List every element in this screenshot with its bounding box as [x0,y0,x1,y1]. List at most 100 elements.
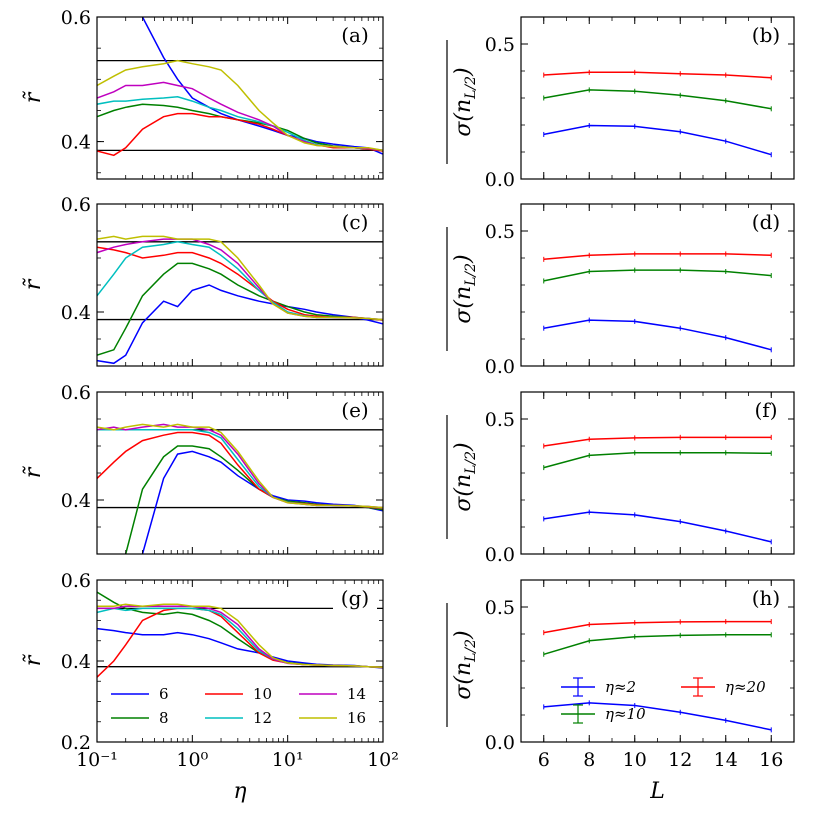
panel-label: (h) [752,586,781,610]
x-axis-label: η [233,779,246,804]
series-line-14 [97,423,383,509]
y-tick-label: 0.4 [61,651,91,673]
legend-label-14: 14 [347,685,366,703]
y-tick-label: 0.0 [485,169,515,191]
axes-frame [96,16,384,180]
panel-label: (b) [752,23,780,47]
panel-label-bg [333,23,377,47]
series-line-12 [97,241,383,321]
y-axis-label: σ(nL/2) [451,442,479,511]
y-tick-label: 0.6 [61,7,91,29]
panel-label-bg [333,210,377,234]
y-tick-label: 0.5 [485,597,515,619]
series-line-6 [97,284,383,365]
panel-d: 0.0 0.5 (d) σ(nL/2) [446,203,795,378]
series-line-6 [141,17,383,155]
panel-b: 0.0 0.5 (b) σ(nL/2) [446,16,795,191]
panel-label-bg [333,586,377,610]
panel-h: 0.0 0.5 6 8 10 12 14 16 (h) σ(nL/2) Lη≈2 η≈20 η≈10 [446,579,795,804]
panel-label-bg [744,586,788,610]
y-axis-label: σ(nL/2) [451,254,479,323]
series-line-12 [97,607,383,668]
y-tick-label: 0.5 [485,221,515,243]
panel-a: 0.4 0.6 (a) r̃ [21,7,384,180]
x-tick-label: 10² [367,749,399,771]
x-tick-label: 8 [583,749,595,771]
series-line-16 [97,235,383,321]
x-tick-label: 16 [759,749,783,771]
x-tick-label: 12 [668,749,692,771]
panel-e: 0.4 0.6 (e) r̃ [21,382,384,555]
y-label-tail: ) [451,254,476,264]
y-axis-label: r̃ [21,465,46,478]
y-axis-label: σ(nL/2) [451,67,479,136]
legend-label-8: 8 [159,709,169,727]
panel-label-bg [744,398,788,422]
legend: 6 8 10 12 14 16 [111,685,366,727]
series-line-η≈20 [543,71,772,79]
y-label-main: σ(n [451,286,476,324]
series-line-6 [141,450,383,554]
legend-label: η≈20 [725,678,766,696]
y-label-subscript: L/2 [463,639,479,663]
x-tick-label: 10 [623,749,647,771]
series-line-η≈2 [543,702,772,731]
panel-label-bg [744,23,788,47]
y-label-subscript: L/2 [463,76,479,100]
x-tick-label: 10¹ [272,749,304,771]
panel-label-bg [744,210,788,234]
panel-c: 0.4 0.6 (c) r̃ [21,194,384,367]
series-line-10 [97,112,383,157]
x-tick-label: 10⁰ [176,749,208,771]
y-tick-label: 0.6 [61,382,91,404]
y-tick-label: 0.0 [485,732,515,754]
series-line-η≈10 [543,89,772,110]
legend-label: η≈10 [605,705,646,723]
series-line-η≈2 [543,511,772,543]
y-tick-label: 0.6 [61,194,91,216]
series-line-10 [97,246,383,321]
legend: η≈2 η≈20 η≈10 [561,677,766,724]
panel-label: (d) [752,210,780,234]
legend-label-12: 12 [253,709,272,727]
x-tick-label: 10⁻¹ [76,749,118,771]
series-line-8 [124,445,383,554]
panel-g: 0.2 0.4 0.6 10⁻¹ 10⁰ 10¹ 10² (g) r̃ η 6 8 10 12 14 16 [21,570,399,804]
y-tick-label: 0.0 [485,544,515,566]
y-label-main: σ(n [451,474,476,512]
panel-f: 0.0 0.5 (f) σ(nL/2) [446,391,795,566]
x-tick-label: 6 [538,749,550,771]
panel-label: (c) [342,210,369,234]
y-tick-label: 0.5 [485,409,515,431]
y-tick-label: 0.2 [61,732,91,754]
panel-label: (e) [341,398,368,422]
y-label-main: σ(n [451,99,476,137]
panel-label: (f) [754,398,777,422]
y-label-subscript: L/2 [463,263,479,287]
y-axis-label: σ(nL/2) [451,630,479,699]
y-tick-label: 0.6 [61,570,91,592]
series-line-14 [97,238,383,321]
y-label-tail: ) [451,630,476,640]
series-line-η≈2 [543,124,772,156]
series-line-η≈10 [543,452,772,469]
y-axis-label: r̃ [21,90,46,103]
y-label-tail: ) [451,67,476,77]
y-label-subscript: L/2 [463,451,479,475]
y-label-main: σ(n [451,662,476,700]
series-line-η≈10 [543,634,772,656]
y-tick-label: 0.4 [61,132,91,154]
panel-label: (g) [341,586,369,610]
series-line-8 [97,262,383,356]
series-line-16 [97,59,383,152]
x-tick-label: 14 [714,749,738,771]
series-line-η≈2 [543,319,772,351]
series-line-η≈20 [543,620,772,634]
y-axis-label: r̃ [21,277,46,290]
series-line-16 [97,423,383,509]
y-tick-label: 0.0 [485,356,515,378]
series-line-14 [97,81,383,152]
legend-label-16: 16 [347,709,366,727]
panel-label-bg [333,398,377,422]
